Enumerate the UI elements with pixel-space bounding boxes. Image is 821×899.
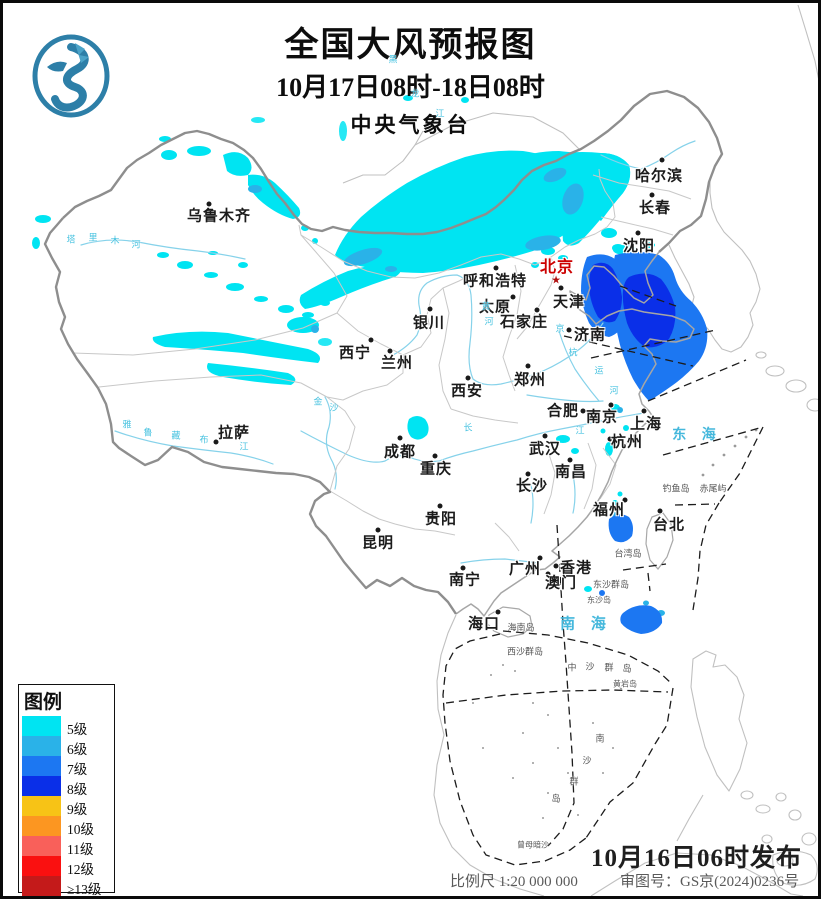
legend-item: 9级	[19, 796, 114, 817]
legend-level-label: 6级	[67, 742, 88, 757]
legend-level-label: 7级	[67, 762, 88, 777]
legend-level-label: 12级	[67, 862, 94, 877]
legend-item: ≥13级	[19, 876, 114, 896]
legend-color-swatch	[22, 856, 61, 876]
legend-item: 11级	[19, 836, 114, 857]
legend-color-swatch	[22, 796, 61, 816]
legend-level-label: ≥13级	[67, 882, 102, 897]
legend-level-label: 5级	[67, 722, 88, 737]
legend-color-swatch	[22, 836, 61, 856]
china-national-border	[43, 89, 724, 638]
foreign-outlines	[342, 4, 818, 896]
legend-title: 图例	[24, 692, 63, 713]
reef-marks	[472, 664, 623, 819]
approval-number: 审图号：GS京(2024)0236号	[620, 874, 800, 890]
china-map-svg	[32, 4, 818, 896]
legend-item: 10级	[19, 816, 114, 837]
legend-color-swatch	[22, 756, 61, 776]
legend-level-label: 9级	[67, 802, 88, 817]
cma-logo-icon	[32, 34, 110, 118]
legend-color-swatch	[22, 876, 61, 896]
legend-level-label: 8级	[67, 782, 88, 797]
legend-color-swatch	[22, 716, 61, 736]
legend-rows: 5级 6级 7级 8级 9级 10级 11级 12级 ≥13级	[19, 716, 114, 896]
legend-color-swatch	[22, 736, 61, 756]
legend: 图例 5级 6级 7级 8级 9级 10级 11级 12级 ≥13级	[18, 684, 115, 896]
issuing-agency: 中央气象台	[350, 113, 471, 137]
legend-item: 12级	[19, 856, 114, 877]
map-scale: 比例尺 1:20 000 000	[450, 874, 578, 890]
maritime-dashed-lines	[442, 285, 764, 866]
rivers	[80, 140, 696, 564]
forecast-period: 10月17日08时-18日08时	[276, 73, 545, 102]
legend-item: 7级	[19, 756, 114, 777]
legend-color-swatch	[22, 776, 61, 796]
page-title: 全国大风预报图	[284, 27, 537, 64]
legend-item: 8级	[19, 776, 114, 797]
legend-level-label: 10级	[67, 822, 94, 837]
legend-color-swatch	[22, 816, 61, 836]
release-time: 10月16日06时发布	[591, 845, 803, 872]
legend-item: 6级	[19, 736, 114, 757]
province-boundaries	[72, 168, 692, 552]
wind-area-level-6	[248, 167, 665, 616]
legend-level-label: 11级	[67, 842, 94, 857]
legend-item: 5级	[19, 716, 114, 737]
